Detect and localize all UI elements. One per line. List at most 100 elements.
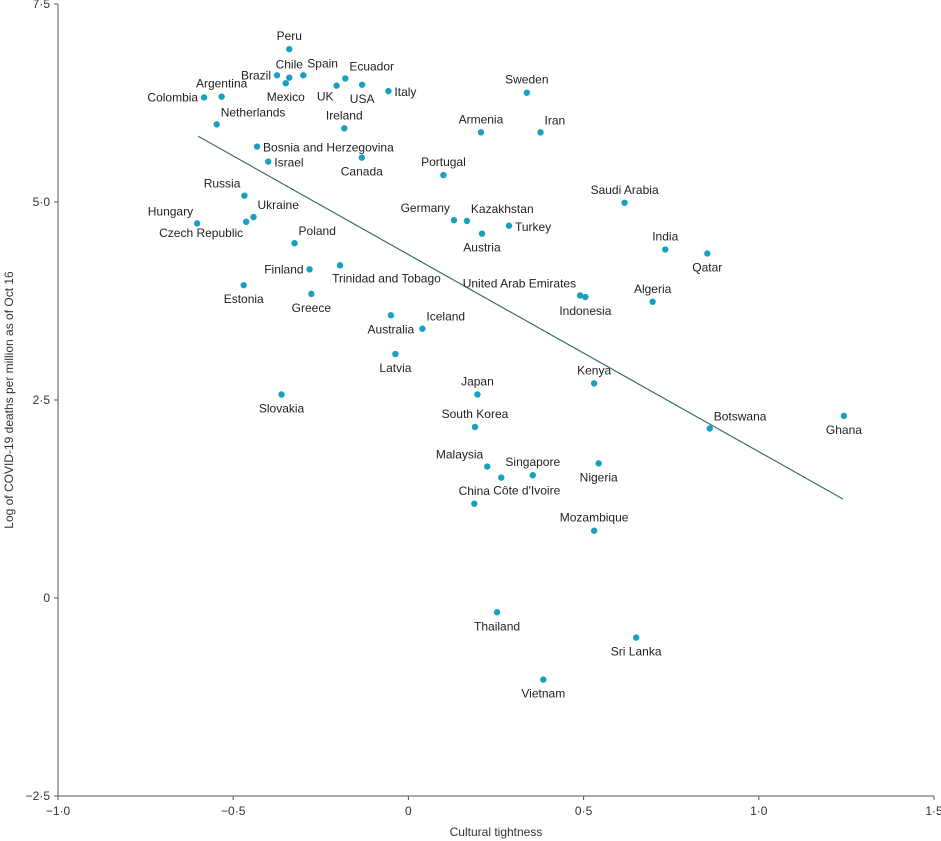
point-label-usa: USA <box>350 92 375 106</box>
point-label-russia: Russia <box>204 177 241 191</box>
x-tick-label: 1·5 <box>925 804 941 818</box>
y-tick-label: −2·5 <box>26 789 51 803</box>
point-australia <box>387 312 395 319</box>
point-label-australia: Australia <box>368 322 415 336</box>
point-singapore <box>529 472 536 479</box>
point-usa <box>358 81 366 88</box>
point-greece <box>308 290 315 298</box>
point-label-ukraine: Ukraine <box>258 198 300 212</box>
point-armenia <box>477 129 485 136</box>
point-mexico <box>282 80 289 87</box>
point-label-iran: Iran <box>545 113 566 127</box>
point-label-ecuador: Ecuador <box>349 59 394 73</box>
point-mozambique <box>590 527 598 534</box>
point-label-kenya: Kenya <box>577 363 611 377</box>
point-label-botswana: Botswana <box>714 410 767 424</box>
x-tick-label: 1·0 <box>750 804 768 818</box>
point-kazakhstan <box>463 217 471 225</box>
point-label-qatar: Qatar <box>692 260 722 274</box>
point-spain <box>300 72 307 79</box>
y-tick-label: 2·5 <box>33 393 51 407</box>
point-iceland <box>419 325 426 332</box>
point-label-mexico: Mexico <box>267 90 305 104</box>
x-tick-label: 0 <box>405 804 412 818</box>
point-label-kazakhstan: Kazakhstan <box>471 202 534 216</box>
point-label-czech-republic: Czech Republic <box>159 226 243 240</box>
point-label-austria: Austria <box>463 241 501 255</box>
point-label-greece: Greece <box>292 301 332 315</box>
point-label-ireland: Ireland <box>326 108 363 122</box>
point-portugal <box>440 171 447 179</box>
point-turkey <box>505 222 513 229</box>
point-austria <box>478 230 486 237</box>
point-label-malaysia: Malaysia <box>436 448 484 462</box>
point-czech-republic <box>242 218 250 225</box>
point-label-c-te-d-ivoire: Côte d'Ivoire <box>493 484 560 498</box>
point-label-thailand: Thailand <box>474 619 520 633</box>
point-japan <box>474 391 481 398</box>
y-ticks: −2·5 0 2·5 5·0 7·5 <box>26 0 58 803</box>
point-italy <box>385 87 392 95</box>
point-ireland <box>341 125 348 132</box>
point-label-latvia: Latvia <box>379 361 411 375</box>
point-botswana <box>706 425 713 432</box>
point-colombia <box>200 94 208 101</box>
point-label-portugal: Portugal <box>421 155 466 169</box>
point-algeria <box>649 298 656 305</box>
point-label-netherlands: Netherlands <box>221 105 286 119</box>
point-label-ghana: Ghana <box>826 423 862 437</box>
point-label-saudi-arabia: Saudi Arabia <box>591 183 659 197</box>
point-label-hungary: Hungary <box>148 204 193 218</box>
point-slovakia <box>278 391 285 398</box>
point-label-mozambique: Mozambique <box>560 511 629 525</box>
point-label-south-korea: South Korea <box>442 407 509 421</box>
point-c-te-d-ivoire <box>498 474 505 481</box>
point-united-arab-emirates <box>576 292 584 299</box>
point-chile <box>286 74 293 81</box>
point-canada <box>358 154 365 161</box>
point-vietnam <box>540 676 547 683</box>
point-label-japan: Japan <box>461 374 494 388</box>
x-axis-title: Cultural tightness <box>450 825 543 839</box>
point-ecuador <box>342 75 349 82</box>
point-label-brazil: Brazil <box>241 68 271 82</box>
point-israel <box>265 158 272 165</box>
point-netherlands <box>213 121 220 128</box>
point-label-chile: Chile <box>276 58 304 72</box>
point-nigeria <box>595 460 602 467</box>
point-label-singapore: Singapore <box>505 455 560 469</box>
point-label-united-arab-emirates: United Arab Emirates <box>463 276 576 290</box>
point-qatar <box>704 250 711 257</box>
point-russia <box>241 192 248 199</box>
y-tick-label: 0 <box>43 591 50 605</box>
point-bosnia-and-herzegovina <box>253 143 261 150</box>
x-ticks: −1·0 −0·5 0 0·5 1·0 1·5 <box>46 796 941 818</box>
y-axis-title: Log of COVID-19 deaths per million as of… <box>2 271 16 529</box>
point-label-china: China <box>459 484 491 498</box>
point-label-sri-lanka: Sri Lanka <box>611 645 662 659</box>
point-peru <box>286 45 293 53</box>
point-iran <box>537 129 544 136</box>
point-trinidad-and-tobago <box>336 262 344 269</box>
point-finland <box>306 266 313 273</box>
point-argentina <box>218 93 225 100</box>
point-china <box>471 500 478 507</box>
point-sweden <box>523 89 531 96</box>
point-label-indonesia: Indonesia <box>559 304 611 318</box>
x-tick-label: −0·5 <box>221 804 246 818</box>
point-label-israel: Israel <box>274 156 303 170</box>
point-estonia <box>240 281 247 289</box>
point-brazil <box>273 72 281 79</box>
point-ghana <box>840 412 848 420</box>
point-label-estonia: Estonia <box>224 292 264 306</box>
point-thailand <box>493 609 501 616</box>
point-kenya <box>590 380 598 387</box>
point-uk <box>333 82 340 89</box>
point-hungary <box>193 220 201 227</box>
point-label-iceland: Iceland <box>426 310 465 324</box>
point-malaysia <box>484 463 491 470</box>
point-label-sweden: Sweden <box>505 73 548 87</box>
point-label-uk: UK <box>317 90 334 104</box>
point-germany <box>450 217 458 224</box>
